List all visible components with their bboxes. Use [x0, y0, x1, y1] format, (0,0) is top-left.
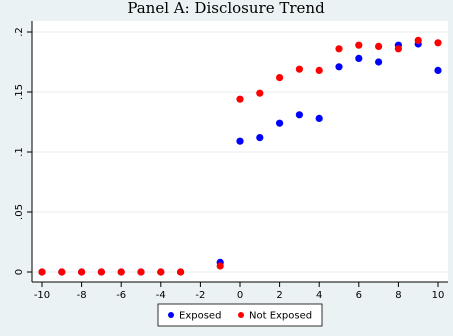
- data-point-exposed: [335, 63, 343, 71]
- y-tick-label: .2: [14, 27, 25, 37]
- data-point-exposed: [256, 134, 264, 142]
- x-tick-label: 10: [432, 290, 445, 301]
- x-tick-label: -2: [195, 290, 205, 301]
- y-tick-label: .05: [14, 204, 25, 220]
- data-point-not-exposed: [216, 262, 224, 270]
- data-point-exposed: [355, 54, 363, 63]
- legend-marker: [168, 312, 174, 318]
- data-point-exposed: [434, 66, 442, 74]
- data-point-not-exposed: [78, 268, 86, 276]
- y-tick-label: 0: [14, 269, 25, 275]
- x-tick-label: -6: [116, 290, 126, 301]
- data-point-exposed: [236, 137, 244, 145]
- x-tick-label: -8: [77, 290, 87, 301]
- x-tick-label: 4: [316, 290, 322, 301]
- data-point-not-exposed: [58, 268, 66, 276]
- y-tick-label: .15: [14, 84, 25, 100]
- data-point-not-exposed: [335, 45, 343, 53]
- x-tick-label: -10: [34, 290, 50, 301]
- data-points: [38, 36, 442, 276]
- data-point-exposed: [315, 114, 323, 122]
- data-point-not-exposed: [394, 45, 402, 53]
- data-point-not-exposed: [434, 39, 442, 47]
- data-point-not-exposed: [414, 36, 422, 45]
- x-tick-label: -4: [156, 290, 166, 301]
- data-point-not-exposed: [295, 65, 303, 73]
- x-tick-label: 0: [237, 290, 243, 301]
- x-tick-label: 8: [395, 290, 401, 301]
- data-point-exposed: [295, 111, 303, 119]
- data-point-not-exposed: [137, 268, 145, 276]
- legend-label: Exposed: [179, 311, 221, 322]
- chart-title: Panel A: Disclosure Trend: [127, 0, 325, 17]
- legend: Exposed Not Exposed: [157, 303, 323, 327]
- legend-label: Not Exposed: [249, 311, 312, 322]
- data-point-not-exposed: [256, 89, 264, 97]
- data-point-not-exposed: [276, 74, 284, 82]
- data-point-not-exposed: [117, 268, 125, 276]
- data-point-not-exposed: [97, 268, 105, 276]
- data-point-exposed: [375, 58, 383, 66]
- axes: -10 -8 -6 -4 -2 0 2 4 6 8 10 0 .05 .1 .15 .2: [14, 21, 448, 301]
- data-point-not-exposed: [375, 42, 383, 51]
- legend-marker: [238, 312, 244, 318]
- data-point-not-exposed: [236, 95, 244, 103]
- data-point-not-exposed: [177, 268, 185, 276]
- data-point-not-exposed: [315, 66, 323, 74]
- data-point-not-exposed: [355, 41, 363, 49]
- data-point-not-exposed: [38, 268, 46, 276]
- x-tick-label: 2: [276, 290, 282, 301]
- data-point-not-exposed: [157, 268, 165, 276]
- y-tick-label: .1: [14, 147, 25, 157]
- data-point-exposed: [276, 119, 284, 127]
- x-tick-label: 6: [356, 290, 362, 301]
